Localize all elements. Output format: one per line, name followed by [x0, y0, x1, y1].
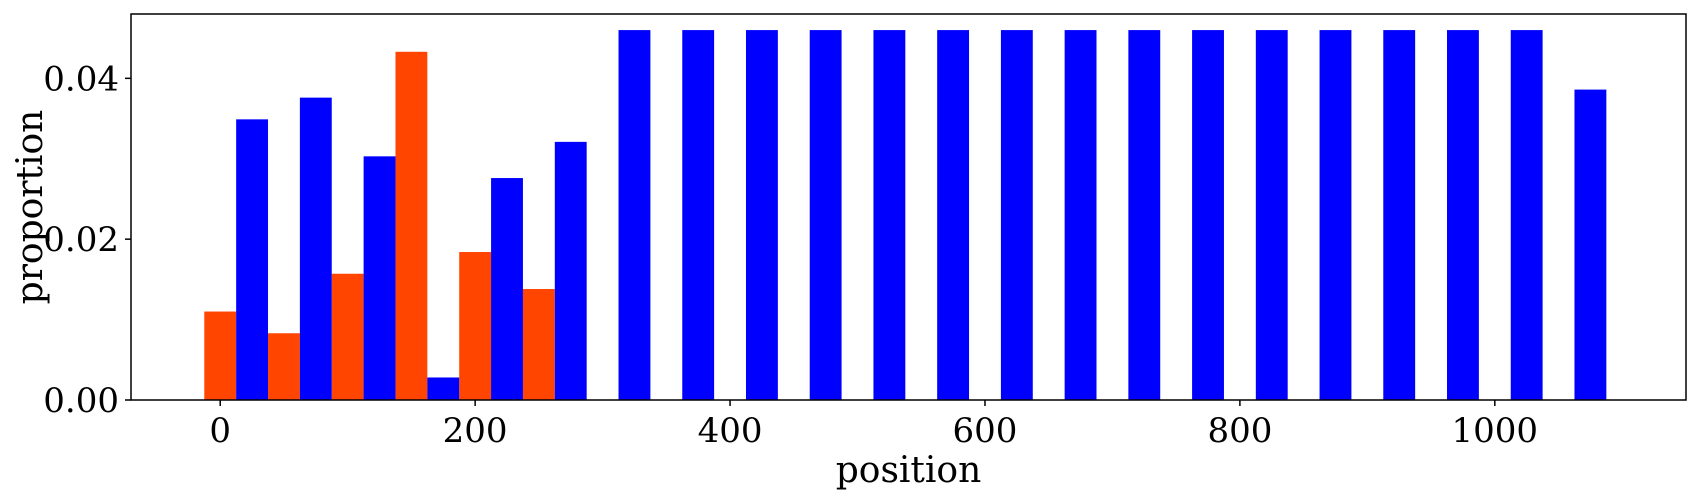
x-tick-label: 800	[1207, 411, 1272, 451]
bar-series2-14	[1128, 30, 1161, 400]
y-axis-ticks: 0.00 0.02 0.04	[43, 59, 131, 421]
y-axis-label: proportion	[10, 110, 51, 305]
bar-series2-11	[937, 30, 970, 400]
bar-series2-16	[1255, 30, 1288, 400]
bar-series2-17	[1319, 30, 1352, 400]
x-tick-label: 0	[209, 411, 231, 451]
x-axis-ticks: 0 200 400 600 800 1000	[209, 400, 1538, 451]
bar-series2-21	[1574, 89, 1607, 400]
bar-series2-0	[236, 119, 269, 401]
bar-series1-3	[395, 51, 428, 400]
bar-series2-12	[1000, 30, 1033, 400]
bar-series2-19	[1447, 30, 1479, 400]
bar-series1-0	[204, 311, 237, 400]
x-tick-label: 400	[698, 411, 763, 451]
bar-series2-15	[1192, 30, 1224, 400]
bar-series2-7	[682, 30, 715, 400]
y-tick-label: 0.04	[43, 59, 119, 99]
x-tick-label: 1000	[1452, 411, 1539, 451]
bar-series2-20	[1510, 30, 1543, 400]
bar-series1-2	[331, 273, 364, 400]
bar-series2-18	[1383, 30, 1416, 400]
bar-series2-13	[1064, 30, 1097, 400]
bar-series2-4	[491, 178, 523, 400]
y-tick-label: 0.02	[43, 220, 119, 260]
bar-series2-8	[745, 30, 778, 400]
bar-series1-4	[459, 252, 492, 400]
bar-series1-1	[268, 333, 300, 400]
bar-series2-10	[873, 30, 906, 400]
bar-series2-2	[363, 156, 396, 400]
bar-series2-6	[618, 30, 651, 400]
x-axis-label: position	[836, 450, 982, 491]
bar-series2-9	[809, 30, 842, 400]
bars-group	[204, 30, 1607, 401]
bar-series2-5	[554, 141, 587, 401]
x-tick-label: 200	[443, 411, 508, 451]
x-tick-label: 600	[953, 411, 1018, 451]
bar-series2-1	[299, 97, 332, 400]
y-tick-label: 0.00	[43, 381, 119, 421]
bar-series2-3	[427, 377, 460, 400]
bar-series1-5	[522, 289, 555, 400]
plot-frame	[130, 13, 1687, 401]
